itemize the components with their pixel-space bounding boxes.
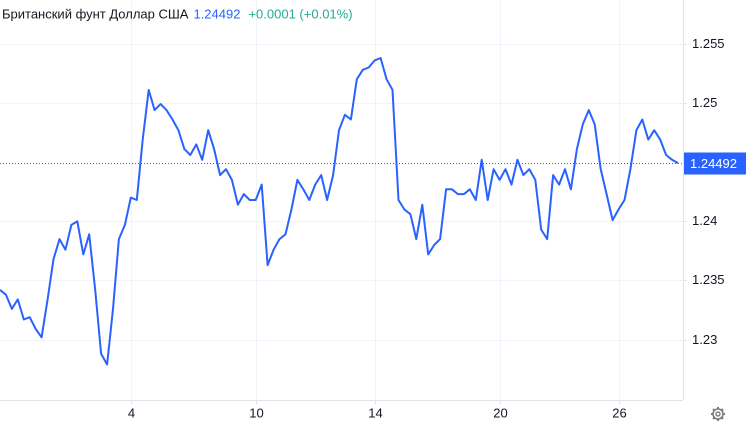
current-price-badge <box>684 152 746 175</box>
x-tick-label: 20 <box>493 405 507 420</box>
x-tick-label: 14 <box>368 405 382 420</box>
x-tick-label: 10 <box>249 405 263 420</box>
x-tick-label: 4 <box>128 405 135 420</box>
y-tick-label: 1.235 <box>692 272 725 287</box>
y-tick-label: 1.255 <box>692 36 725 51</box>
settings-icon[interactable] <box>711 407 725 421</box>
price-line <box>0 57 679 366</box>
y-tick-label: 1.23 <box>692 332 717 347</box>
current-price-label: 1.24492 <box>690 156 737 171</box>
x-tick-label: 26 <box>612 405 626 420</box>
y-tick-label: 1.24 <box>692 213 717 228</box>
chart-title: Британский фунт Доллар США <box>2 6 189 21</box>
y-tick-label: 1.25 <box>692 95 717 110</box>
grid <box>0 0 683 400</box>
price-change: +0.0001 (+0.01%) <box>248 6 352 21</box>
current-price: 1.24492 <box>193 6 240 21</box>
